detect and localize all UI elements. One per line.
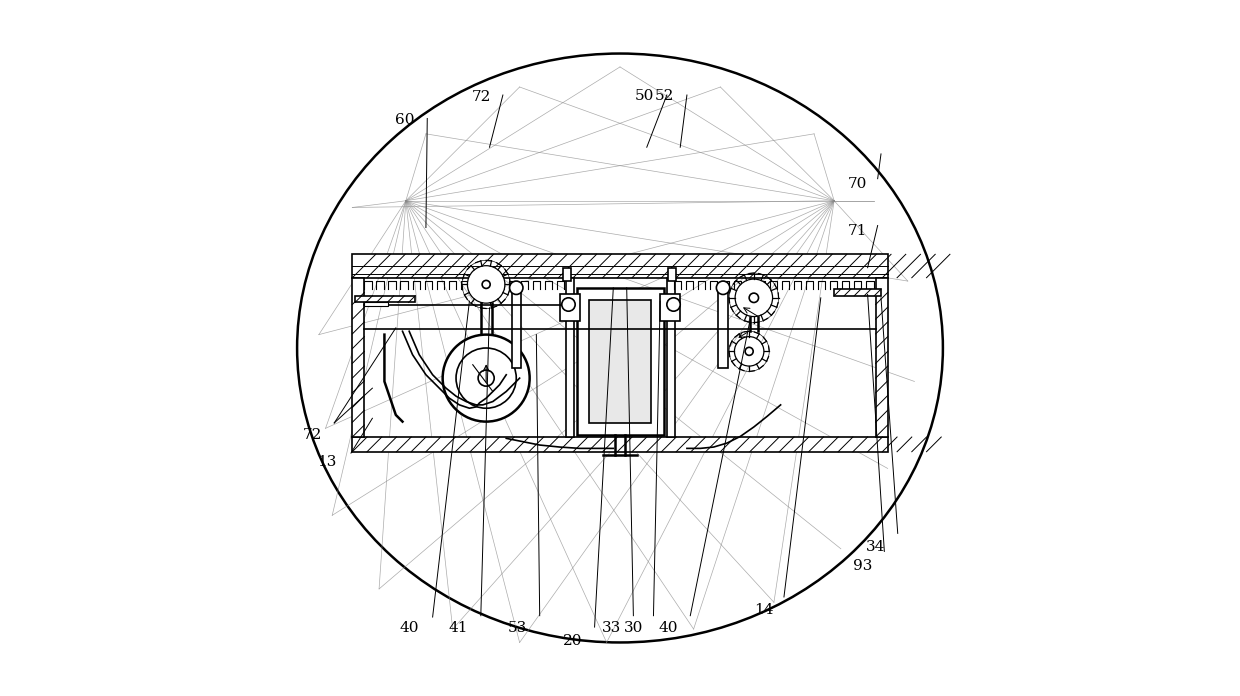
Circle shape <box>562 298 575 311</box>
Bar <box>355 296 415 303</box>
Circle shape <box>749 293 759 303</box>
Text: 30: 30 <box>624 621 644 635</box>
Text: 93: 93 <box>853 558 873 573</box>
Text: 72: 72 <box>303 428 322 442</box>
Circle shape <box>482 280 490 288</box>
Bar <box>667 278 675 437</box>
Circle shape <box>667 298 681 311</box>
Text: 40: 40 <box>399 621 419 635</box>
Text: 34: 34 <box>866 540 885 555</box>
Bar <box>577 287 663 435</box>
Bar <box>352 437 888 452</box>
Bar <box>875 278 888 437</box>
Text: 13: 13 <box>317 454 336 469</box>
Circle shape <box>467 266 505 303</box>
FancyBboxPatch shape <box>660 294 681 322</box>
Text: 52: 52 <box>655 89 675 104</box>
Text: 70: 70 <box>848 177 867 191</box>
Bar <box>512 287 521 368</box>
Bar <box>365 303 388 306</box>
Circle shape <box>479 370 495 386</box>
Circle shape <box>734 337 764 366</box>
Text: 41: 41 <box>449 621 467 635</box>
Circle shape <box>510 281 523 294</box>
Bar <box>718 287 728 368</box>
Ellipse shape <box>298 54 942 642</box>
Bar <box>589 300 651 423</box>
Bar <box>668 268 676 281</box>
Bar <box>563 268 572 281</box>
Text: 33: 33 <box>601 621 621 635</box>
FancyBboxPatch shape <box>559 294 580 322</box>
Text: 20: 20 <box>563 634 583 648</box>
Bar <box>352 254 888 278</box>
Text: 71: 71 <box>848 224 867 238</box>
Text: 40: 40 <box>658 621 678 635</box>
Text: 60: 60 <box>394 113 414 127</box>
Bar <box>835 289 880 296</box>
Text: 53: 53 <box>508 621 527 635</box>
Bar <box>352 278 365 437</box>
Bar <box>567 278 574 437</box>
Circle shape <box>735 279 773 317</box>
Circle shape <box>456 348 516 409</box>
Text: 72: 72 <box>471 90 491 104</box>
Text: 50: 50 <box>635 89 655 104</box>
Circle shape <box>745 347 753 356</box>
Circle shape <box>717 281 730 294</box>
Text: 14: 14 <box>754 603 774 617</box>
Circle shape <box>443 335 529 422</box>
